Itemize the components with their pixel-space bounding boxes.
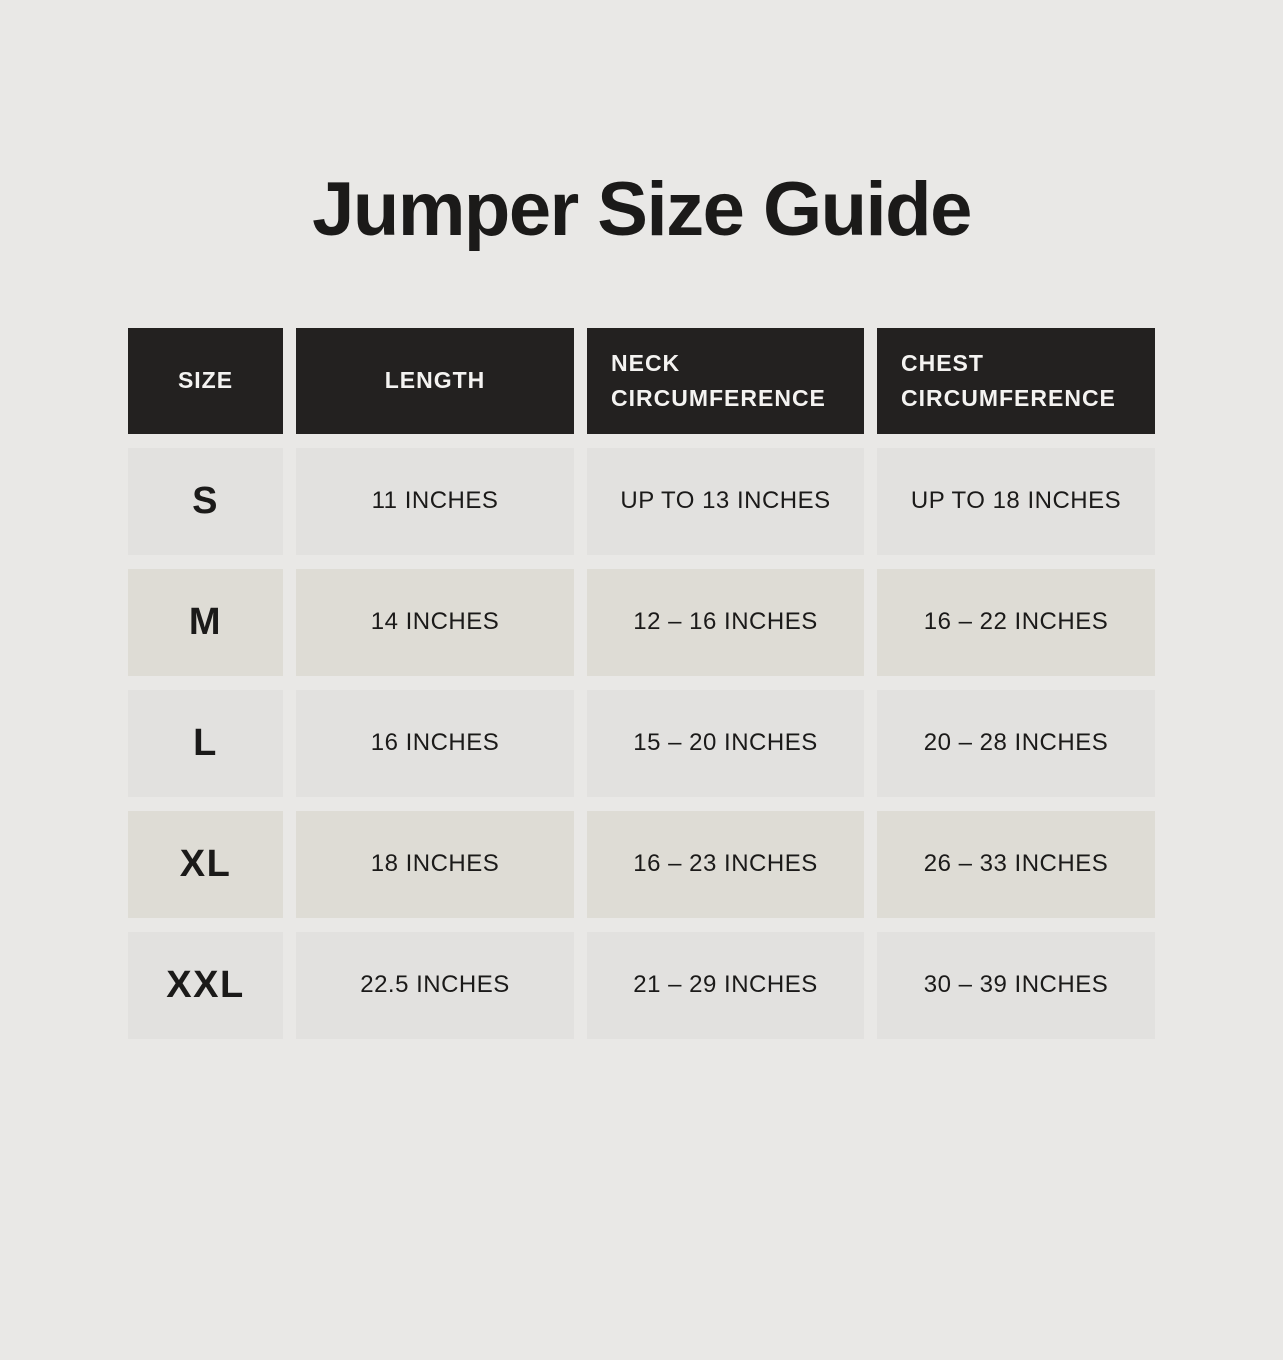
size-guide-table: SIZE LENGTH NECK CIRCUMFERENCE CHEST CIR… bbox=[128, 327, 1155, 1039]
length-cell: 22.5 INCHES bbox=[296, 931, 574, 1039]
size-cell: M bbox=[128, 568, 283, 676]
chest-circumference-cell: UP TO 18 INCHES bbox=[877, 447, 1155, 555]
chest-circumference-cell: 20 – 28 INCHES bbox=[877, 689, 1155, 797]
header-cell-size: SIZE bbox=[128, 327, 283, 434]
length-cell: 18 INCHES bbox=[296, 810, 574, 918]
chest-circumference-cell: 30 – 39 INCHES bbox=[877, 931, 1155, 1039]
length-cell: 11 INCHES bbox=[296, 447, 574, 555]
header-cell-neck-circumference: NECK CIRCUMFERENCE bbox=[587, 327, 864, 434]
header-cell-chest-circumference: CHEST CIRCUMFERENCE bbox=[877, 327, 1155, 434]
neck-circumference-cell: 15 – 20 INCHES bbox=[587, 689, 864, 797]
chest-circumference-cell: 26 – 33 INCHES bbox=[877, 810, 1155, 918]
size-cell: XXL bbox=[128, 931, 283, 1039]
size-cell: XL bbox=[128, 810, 283, 918]
neck-circumference-cell: 16 – 23 INCHES bbox=[587, 810, 864, 918]
chest-circumference-cell: 16 – 22 INCHES bbox=[877, 568, 1155, 676]
neck-circumference-cell: 21 – 29 INCHES bbox=[587, 931, 864, 1039]
header-cell-length: LENGTH bbox=[296, 327, 574, 434]
size-cell: S bbox=[128, 447, 283, 555]
length-cell: 14 INCHES bbox=[296, 568, 574, 676]
neck-circumference-cell: UP TO 13 INCHES bbox=[587, 447, 864, 555]
length-cell: 16 INCHES bbox=[296, 689, 574, 797]
page-title: Jumper Size Guide bbox=[312, 167, 972, 252]
size-cell: L bbox=[128, 689, 283, 797]
neck-circumference-cell: 12 – 16 INCHES bbox=[587, 568, 864, 676]
